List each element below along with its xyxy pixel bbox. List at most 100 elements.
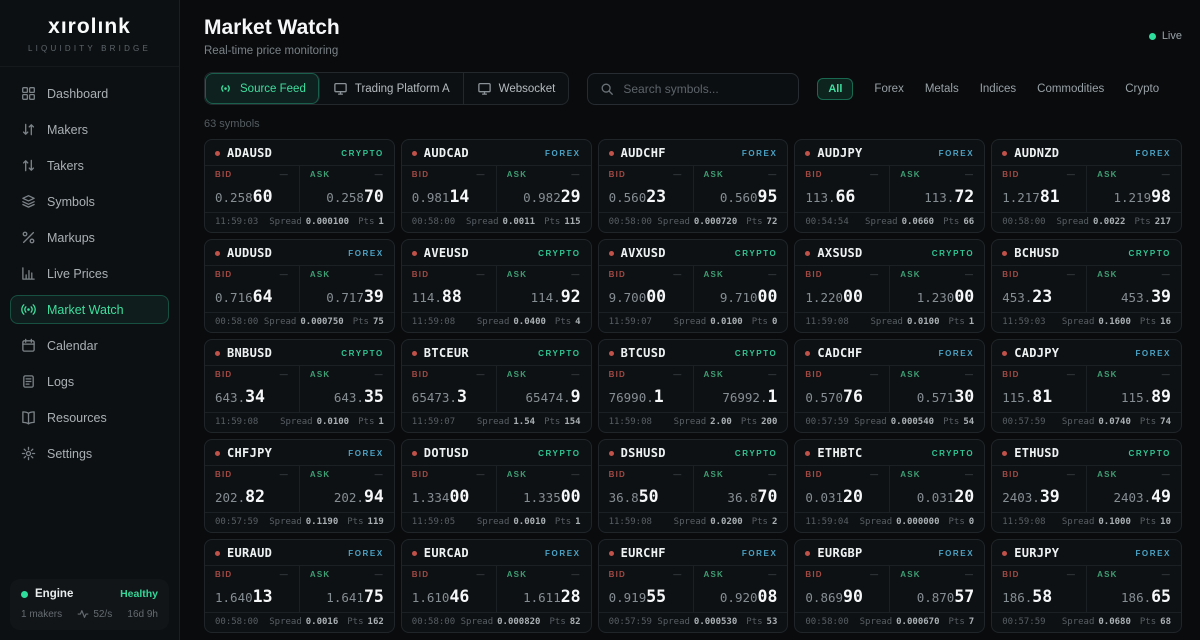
symbol-card[interactable]: AVEUSD CRYPTO BID —114.88 ASK —114.92 11:59:08…	[400, 239, 592, 333]
change-dash: —	[571, 570, 581, 579]
pts-label: Pts	[948, 617, 965, 627]
symbol-card[interactable]: EURCHF FOREX BID — 0.91955 ASK — 0.92008 00:57:5…	[597, 539, 789, 633]
bid-label: BID	[411, 370, 430, 379]
sidebar-item-makers[interactable]: Makers	[10, 115, 169, 144]
sidebar-item-live-prices[interactable]: Live Prices	[10, 259, 169, 288]
symbol-name: AVEUSD	[423, 246, 469, 260]
spread-label: Spread	[854, 417, 887, 427]
card-body: BID —186.58 ASK —186.65	[992, 566, 1181, 612]
symbol-card[interactable]: EURAUD FOREX BID — 1.64013 ASK — 1.64175 00:58:0…	[204, 539, 395, 633]
search-box[interactable]	[587, 72, 800, 105]
symbol-card[interactable]: DSHUSD CRYPTO BID —36.850 ASK —36.870 11:59:08…	[597, 439, 789, 533]
ask-price: 1.23000	[900, 288, 975, 307]
symbol-card[interactable]: EURCAD FOREX BID — 1.61046 ASK — 1.61128 00:58:0…	[400, 539, 592, 633]
symbol-card[interactable]: AUDJPY FOREX BID —113.66 ASK —113.72 00:54:54 S…	[794, 139, 986, 233]
price-bold-digits: 57	[954, 587, 975, 606]
symbol-card[interactable]: ETHBTC CRYPTO BID —0.03120 ASK —0.03120 11:59:…	[794, 439, 986, 533]
ask-label: ASK	[506, 270, 528, 279]
change-dash: —	[965, 570, 975, 579]
search-input[interactable]	[623, 81, 787, 96]
symbol-card[interactable]: ADAUSD CRYPTO BID —0.25860 ASK —0.25870 11:59:…	[204, 139, 395, 233]
card-footer: 11:59:08 Spread 0.1000 Pts 10	[992, 512, 1181, 532]
makers-arrows-icon	[21, 122, 36, 137]
bid-price: 0.25860	[215, 188, 289, 207]
source-button-source-feed[interactable]: Source Feed	[205, 73, 320, 104]
sidebar-item-market-watch[interactable]: Market Watch	[10, 295, 169, 324]
price-bold-digits: 39	[363, 287, 384, 306]
price-bold-digits: 65	[1151, 587, 1171, 606]
price-main: 0.982	[523, 190, 561, 205]
filter-all[interactable]: All	[817, 77, 854, 100]
price-main: 0.717	[326, 290, 364, 305]
ask-column: ASK — 1.23000	[890, 266, 984, 312]
symbol-card[interactable]: CADCHF FOREX BID — 0.57076 ASK — 0.57130 00:57:5…	[794, 339, 986, 433]
spread-label: Spread	[859, 517, 893, 527]
symbol-card[interactable]: DOTUSD CRYPTO BID —1.33400 ASK —1.33500 11:59:…	[400, 439, 592, 533]
bid-label: BID	[215, 270, 233, 279]
bid-price: 0.91955	[609, 588, 683, 607]
symbol-card[interactable]: AUDCHF FOREX BID —0.56023 ASK —0.56095 00:58:0…	[597, 139, 789, 233]
card-header: AUDNZD FOREX	[992, 140, 1181, 166]
symbol-card[interactable]: CHFJPY FOREX BID —202.82 ASK —202.94 00:57:59 S…	[204, 439, 395, 533]
price-main: 2403.	[1002, 490, 1040, 505]
price-bold-digits: 13	[252, 587, 273, 606]
ask-label: ASK	[506, 470, 528, 479]
symbol-card[interactable]: AVXUSD CRYPTO BID —9.70000 ASK —9.71000 11:59:…	[597, 239, 789, 333]
bid-label: BID	[215, 170, 233, 179]
price-main: 643.	[215, 390, 246, 405]
spread-value: 0.000750	[300, 317, 344, 327]
card-body: BID — 0.86990 ASK — 0.87057	[795, 566, 984, 612]
symbol-card[interactable]: AUDNZD FOREX BID — 1.21781 ASK — 1.21998 00:58:0…	[991, 139, 1182, 233]
sidebar-item-resources[interactable]: Resources	[10, 403, 169, 432]
symbol-card[interactable]: CADJPY FOREX BID —115.81 ASK —115.89 00:57:59 S…	[991, 339, 1182, 433]
source-button-websocket[interactable]: Websocket	[464, 73, 569, 104]
sidebar-item-logs[interactable]: Logs	[10, 367, 169, 396]
sidebar-item-label: Resources	[47, 410, 107, 425]
change-dash: —	[279, 570, 289, 579]
page-subtitle: Real-time price monitoring	[204, 45, 339, 57]
sidebar-item-symbols[interactable]: Symbols	[10, 187, 169, 216]
pts-value: 1	[575, 517, 581, 527]
symbol-card[interactable]: EURJPY FOREX BID —186.58 ASK —186.65 00:57:59 S…	[991, 539, 1182, 633]
status-dot	[411, 350, 417, 356]
sidebar-item-calendar[interactable]: Calendar	[10, 331, 169, 360]
symbol-card[interactable]: AXSUSD CRYPTO BID —1.22000 ASK —1.23000 11:59:…	[794, 239, 986, 333]
change-dash: —	[673, 270, 683, 279]
category-badge: FOREX	[938, 348, 975, 358]
symbol-card[interactable]: BNBUSD CRYPTO BID —643.34 ASK —643.35 11:59:08…	[204, 339, 395, 433]
pts-label: Pts	[544, 417, 561, 427]
ask-price: 202.94	[310, 488, 384, 507]
spread-value: 0.0010	[513, 517, 546, 527]
symbol-card[interactable]: BTCEUR CRYPTO BID — 65473.3 ASK — 65474.9 11:59:…	[400, 339, 592, 433]
filter-indices[interactable]: Indices	[979, 82, 1017, 95]
symbol-card[interactable]: BCHUSD CRYPTO BID —453.23 ASK —453.39 11:59:03…	[991, 239, 1182, 333]
symbol-card[interactable]: AUDUSD FOREX BID — 0.71664 ASK — 0.71739 00:58:0…	[204, 239, 395, 333]
card-body: BID — 65473.3 ASK — 65474.9	[402, 366, 591, 412]
sidebar-item-markups[interactable]: Markups	[10, 223, 169, 252]
filter-forex[interactable]: Forex	[874, 82, 904, 95]
spread-label: Spread	[657, 617, 690, 627]
symbol-card[interactable]: ETHUSD CRYPTO BID —2403.39 ASK —2403.49 11:59:…	[991, 439, 1182, 533]
spread-value: 0.0022	[1092, 217, 1126, 227]
logo-block: xırolınk LIQUIDITY BRIDGE	[0, 0, 179, 67]
pts-label: Pts	[943, 417, 960, 427]
symbol-card[interactable]: EURGBP FOREX BID — 0.86990 ASK — 0.87057 00:58:0…	[794, 539, 986, 633]
price-bold-digits: 00	[449, 487, 470, 506]
card-time: 00:58:00	[215, 317, 259, 327]
filter-crypto[interactable]: Crypto	[1125, 82, 1160, 95]
card-footer: 11:59:05 Spread 0.0010 Pts 1	[401, 512, 591, 532]
source-button-trading-platform-a[interactable]: Trading Platform A	[320, 73, 464, 104]
ask-column: ASK — 1.33500	[497, 466, 591, 512]
symbol-card[interactable]: BTCUSD CRYPTO BID —76990.1 ASK —76992.1 11:59:…	[597, 339, 789, 433]
ask-column: ASK — 65474.9	[497, 366, 591, 412]
bid-label: BID	[215, 370, 233, 379]
filter-commodities[interactable]: Commodities	[1037, 82, 1105, 95]
filter-metals[interactable]: Metals	[924, 82, 959, 95]
status-dot	[608, 350, 614, 356]
symbol-card[interactable]: AUDCAD FOREX BID — 0.98114 ASK — 0.98229 00:58:0…	[400, 139, 592, 233]
sidebar-item-takers[interactable]: Takers	[10, 151, 169, 180]
sidebar-item-settings[interactable]: Settings	[10, 439, 169, 468]
card-header: AXSUSD CRYPTO	[795, 240, 985, 266]
sidebar-item-dashboard[interactable]: Dashboard	[10, 79, 169, 108]
card-footer: 00:57:59 Spread 0.000540 Pts 54	[795, 412, 985, 432]
